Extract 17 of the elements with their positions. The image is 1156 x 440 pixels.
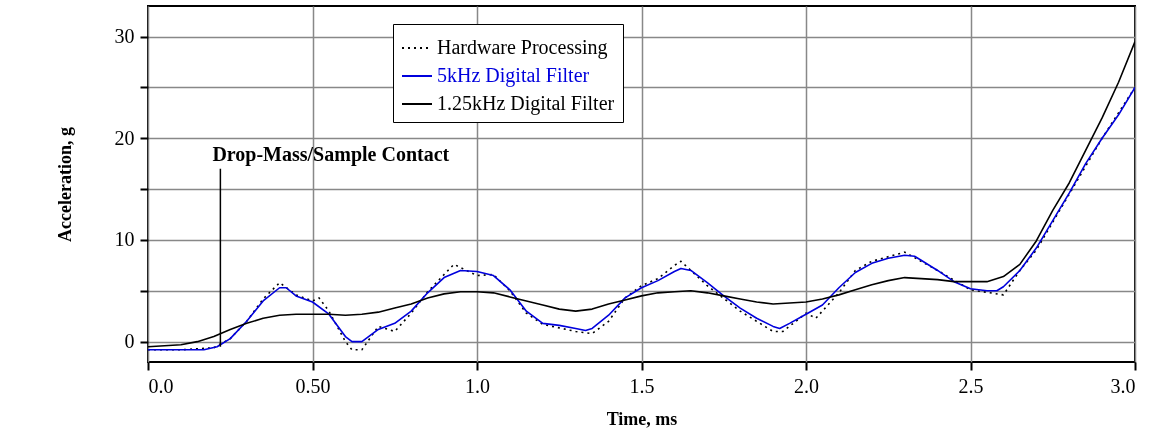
x-axis-title: Time, ms	[606, 408, 678, 429]
x-tick-label: 2.5	[958, 374, 984, 397]
x-tick-label: 1.5	[629, 374, 655, 397]
y-tick-label: 20	[114, 126, 135, 149]
x-tick-label: 3.0	[1110, 374, 1136, 397]
legend-label: 5kHz Digital Filter	[437, 64, 590, 87]
legend-label: Hardware Processing	[437, 36, 608, 59]
y-tick-label: 0	[124, 330, 135, 353]
x-tick-label: 0.0	[148, 374, 174, 397]
y-tick-label: 10	[114, 228, 135, 251]
y-tick-label: 30	[114, 25, 135, 48]
y-axis-title: Acceleration, g	[54, 127, 75, 242]
x-tick-label: 0.50	[295, 374, 331, 397]
x-tick-label: 1.0	[465, 374, 490, 397]
x-tick-label: 2.0	[794, 374, 819, 397]
legend-label: 1.25kHz Digital Filter	[437, 92, 615, 115]
annotation: Drop-Mass/Sample Contact	[212, 142, 450, 166]
